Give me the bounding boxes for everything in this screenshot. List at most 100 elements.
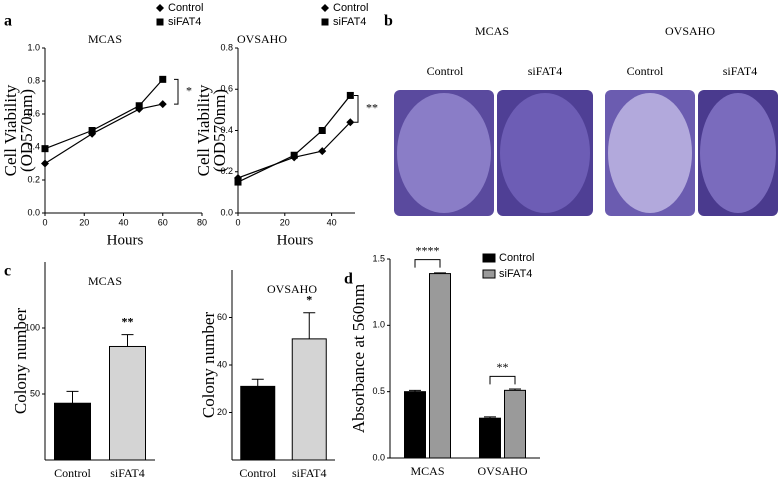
- x-tick-label: 40: [118, 217, 128, 227]
- image-label: siFAT4: [723, 64, 757, 78]
- panel-letter: b: [384, 13, 393, 30]
- y-tick-label: 40: [217, 359, 227, 369]
- y-tick-label: 0.5: [372, 386, 385, 396]
- bar: [240, 385, 276, 461]
- legend-label: siFAT4: [333, 16, 366, 28]
- y-tick-label: 60: [217, 312, 227, 322]
- y-tick-label: 0.4: [220, 125, 233, 135]
- y-tick-label: 20: [217, 407, 227, 417]
- y-tick-label: 0.6: [27, 108, 40, 118]
- error-bar: [484, 416, 496, 419]
- panel-letter: c: [4, 263, 11, 280]
- legend-label: siFAT4: [499, 268, 532, 280]
- x-tick-label: siFAT4: [292, 466, 326, 480]
- y-tick-label: 1.0: [372, 320, 385, 330]
- marker: [234, 178, 242, 186]
- y-tick-label: 0.8: [27, 75, 40, 85]
- bar: [429, 273, 451, 459]
- y-tick-label: 1.5: [372, 253, 385, 263]
- error-bar: [251, 378, 264, 387]
- series-line: [237, 95, 351, 183]
- y-tick-label: 0.2: [27, 174, 40, 184]
- legend-swatch: [482, 253, 496, 263]
- marker: [156, 18, 164, 26]
- series-line: [237, 121, 351, 179]
- y-tick-label: 50: [30, 388, 40, 398]
- x-tick-label: 0: [42, 217, 47, 227]
- bracket: [354, 94, 359, 123]
- bar: [479, 417, 501, 459]
- image-title: OVSAHO: [665, 24, 715, 38]
- y-axis-label: Absorbance at 560nm: [349, 284, 368, 433]
- annotation: **: [122, 314, 134, 328]
- error-bar: [434, 272, 446, 274]
- annotation: *: [186, 83, 192, 97]
- y-tick-label: 0.6: [220, 84, 233, 94]
- x-tick-label: 60: [158, 217, 168, 227]
- x-tick-label: siFAT4: [110, 466, 144, 480]
- y-axis-label: (OD570nm): [17, 89, 36, 172]
- annotation: **: [497, 360, 509, 374]
- annotation: **: [366, 101, 378, 115]
- chart-title: MCAS: [88, 274, 122, 288]
- legend-swatch: [482, 269, 496, 279]
- annotation: ****: [416, 243, 440, 257]
- error-bar: [509, 388, 521, 391]
- y-tick-label: 0.0: [220, 207, 233, 217]
- marker: [318, 147, 327, 156]
- series-line: [44, 78, 164, 150]
- y-tick-label: 0.0: [27, 207, 40, 217]
- error-bar: [66, 390, 79, 404]
- marker: [321, 18, 329, 26]
- y-tick-label: 0.8: [220, 42, 233, 52]
- y-axis-label: (OD570nm): [210, 89, 229, 172]
- legend-label: siFAT4: [168, 16, 201, 28]
- bar: [109, 345, 146, 461]
- plate-image: [500, 93, 590, 213]
- annotation: *: [306, 293, 312, 307]
- bar: [504, 389, 526, 459]
- y-axis-label: Cell Viability: [1, 84, 20, 176]
- y-tick-label: 0.2: [220, 166, 233, 176]
- marker: [88, 127, 96, 134]
- error-bar: [303, 312, 316, 339]
- x-tick-label: 40: [327, 217, 337, 227]
- marker: [156, 4, 164, 12]
- x-tick-label: 20: [280, 217, 290, 227]
- image-label: Control: [427, 64, 464, 78]
- legend-label: Control: [333, 2, 368, 14]
- marker: [290, 151, 298, 159]
- marker: [135, 102, 143, 110]
- error-bar: [121, 334, 134, 347]
- y-tick-label: 0.0: [372, 452, 385, 462]
- bar: [291, 338, 327, 461]
- photo-panel: MCAS OVSAHO Control siFAT4 Control siFAT…: [394, 24, 778, 216]
- bracket: [489, 375, 516, 385]
- legend-label: Control: [499, 252, 534, 264]
- y-axis-label: Colony number: [11, 308, 30, 415]
- x-tick-label: 80: [197, 217, 207, 227]
- bar: [404, 391, 426, 459]
- x-tick-label: Control: [239, 466, 276, 480]
- image-label: Control: [627, 64, 664, 78]
- x-tick-label: 20: [79, 217, 89, 227]
- plate-image: [608, 93, 692, 213]
- plate-image: [700, 93, 776, 213]
- chart-title: MCAS: [88, 32, 122, 46]
- legend-label: Control: [168, 2, 203, 14]
- bar: [54, 402, 91, 461]
- plate-image: [397, 93, 491, 213]
- marker: [158, 100, 167, 109]
- x-tick-label: OVSAHO: [477, 464, 527, 478]
- x-tick-label: Control: [54, 466, 91, 480]
- image-label: siFAT4: [528, 64, 562, 78]
- bracket: [414, 259, 441, 268]
- x-tick-label: 0: [235, 217, 240, 227]
- marker: [321, 4, 329, 12]
- chart-title: OVSAHO: [267, 282, 317, 296]
- marker: [318, 127, 326, 134]
- error-bar: [409, 389, 421, 392]
- y-tick-label: 0.4: [27, 141, 40, 151]
- image-title: MCAS: [475, 24, 509, 38]
